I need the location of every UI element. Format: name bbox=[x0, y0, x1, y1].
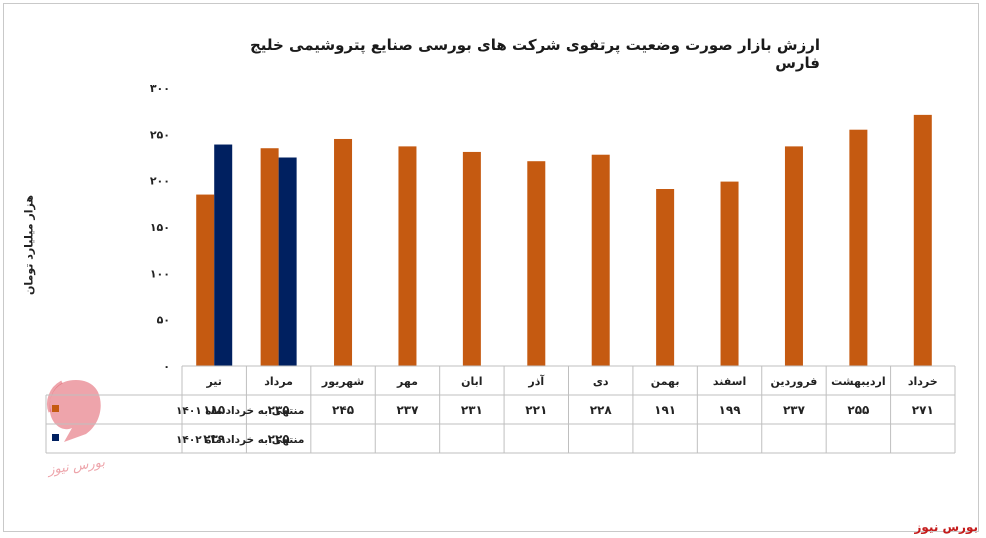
bar bbox=[591, 154, 610, 366]
bar bbox=[214, 144, 233, 366]
bar bbox=[334, 138, 353, 366]
y-tick-label: ۵۰ bbox=[157, 314, 170, 327]
y-tick-label: ۳۰۰ bbox=[150, 82, 170, 95]
bar bbox=[278, 157, 297, 366]
category-label: دی bbox=[593, 375, 609, 388]
y-tick-label: ۰ bbox=[163, 360, 170, 373]
bar bbox=[196, 194, 215, 366]
data-label: ۲۳۷ bbox=[396, 403, 419, 417]
data-label: ۱۸۵ bbox=[203, 403, 225, 417]
data-label: ۲۷۱ bbox=[912, 403, 934, 417]
chart-title: ارزش بازار صورت وضعیت پرتفوی شرکت های بو… bbox=[249, 36, 820, 72]
bar bbox=[720, 181, 739, 366]
data-label: ۲۲۵ bbox=[268, 432, 290, 446]
data-label: ۲۳۹ bbox=[203, 432, 226, 446]
data-label: ۲۳۵ bbox=[268, 403, 290, 417]
bar bbox=[656, 189, 675, 366]
data-label: ۲۴۵ bbox=[332, 403, 354, 417]
bar bbox=[527, 161, 546, 366]
data-label: ۲۳۷ bbox=[783, 403, 806, 417]
source-label: بورس نیوز bbox=[914, 520, 978, 534]
data-label: ۲۳۱ bbox=[461, 403, 483, 417]
category-label: مهر bbox=[396, 375, 418, 388]
category-label: اسفند bbox=[713, 375, 746, 388]
category-label: بهمن bbox=[651, 375, 680, 388]
data-label: ۲۲۱ bbox=[525, 403, 547, 417]
bar bbox=[260, 148, 279, 366]
data-label: ۲۲۸ bbox=[590, 403, 613, 417]
bar bbox=[398, 146, 417, 366]
category-label: ابان bbox=[461, 375, 482, 388]
bar bbox=[462, 151, 481, 366]
legend-swatch bbox=[52, 405, 59, 412]
y-tick-label: ۲۵۰ bbox=[150, 128, 170, 141]
data-label: ۲۵۵ bbox=[847, 403, 869, 417]
y-tick-label: ۱۰۰ bbox=[150, 267, 170, 280]
y-tick-label: ۱۵۰ bbox=[150, 221, 170, 234]
category-label: مرداد bbox=[264, 375, 293, 388]
legend-label: منتهی به خرداد ماه ۱۴۰۲ bbox=[176, 434, 304, 446]
bar bbox=[913, 114, 932, 366]
bar bbox=[849, 129, 868, 366]
chart-frame bbox=[3, 3, 979, 532]
data-label: ۱۹۱ bbox=[654, 403, 676, 417]
category-label: شهریور bbox=[321, 375, 364, 388]
bar bbox=[784, 146, 803, 366]
legend-label: منتهی به خرداد ماه ۱۴۰۱ bbox=[176, 405, 304, 417]
data-label: ۱۹۹ bbox=[719, 403, 742, 417]
category-label: تیر bbox=[205, 375, 221, 388]
category-label: فروردین bbox=[771, 375, 818, 388]
category-label: اردیبهشت bbox=[831, 375, 885, 388]
category-label: آذر bbox=[527, 374, 544, 388]
y-tick-label: ۲۰۰ bbox=[150, 175, 170, 188]
category-label: خرداد bbox=[908, 375, 938, 388]
legend-swatch bbox=[52, 434, 59, 441]
